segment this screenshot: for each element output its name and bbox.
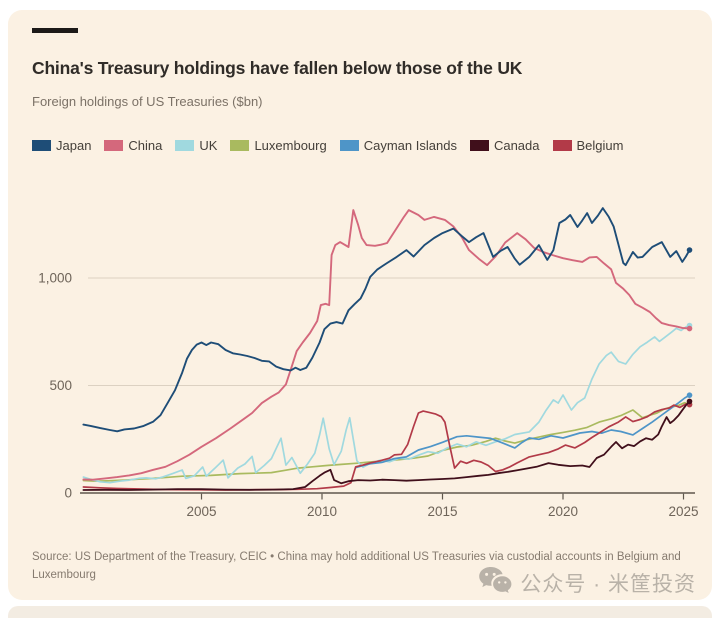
legend-label-japan: Japan [56,138,92,153]
chart-card: 1,000 500 0 2005 2010 2015 2020 2025 China's Tr… [8,10,712,600]
chart-subtitle: Foreign holdings of US Treasuries ($bn) [32,94,263,109]
y-tick-label: 500 [49,378,72,393]
y-tick-label: 0 [64,486,72,501]
watermark-text: 公众号 · 米筐投资 [520,572,696,596]
legend-item-canada: Canada [469,138,540,153]
legend-swatch-belgium [552,140,572,151]
wechat-icon [478,566,512,599]
legend-item-cayman-islands: Cayman Islands [339,138,457,153]
x-tick-label: 2025 [668,504,698,519]
title-accent-bar [32,28,78,33]
series-line-cayman-islands [354,394,691,469]
series-line-china [82,209,691,481]
legend-label-canada: Canada [493,138,540,153]
next-card-edge [8,606,712,618]
legend-item-china: China [104,138,162,153]
legend-label-cayman-islands: Cayman Islands [363,138,457,153]
legend-item-japan: Japan [32,138,91,153]
source-note: Source: US Department of the Treasury, C… [32,551,681,582]
x-tick-label: 2015 [427,504,457,519]
series-line-japan [82,207,691,433]
chart-legend: Japan China UK Luxembourg Cayman Islands Cana… [32,138,702,153]
legend-label-uk: UK [199,138,218,153]
series-line-canada [82,400,691,491]
series-end-dot-canada [686,398,693,405]
legend-swatch-canada [469,140,489,151]
legend-item-luxembourg: Luxembourg [230,138,327,153]
x-tick-label: 2005 [186,504,216,519]
legend-label-luxembourg: Luxembourg [254,138,327,153]
series-line-luxembourg [82,401,691,483]
legend-swatch-cayman-islands [339,140,359,151]
series-end-dot-cayman-islands [686,392,693,398]
series-end-dot-japan [686,247,693,253]
legend-label-china: China [128,138,163,153]
x-tick-label: 2020 [548,504,578,519]
y-tick-label: 1,000 [38,271,72,286]
watermark: 公众号 · 米筐投资 [478,566,696,599]
legend-item-uk: UK [175,138,217,153]
treasury-holdings-chart: 1,000 500 0 2005 2010 2015 2020 2025 [38,207,699,519]
x-tick-label: 2010 [307,504,337,519]
chart-title: China's Treasury holdings have fallen be… [32,57,523,78]
legend-label-belgium: Belgium [576,138,624,153]
legend-swatch-luxembourg [230,140,250,151]
series-end-dot-china [686,325,693,332]
legend-swatch-china [104,140,124,151]
series-line-belgium [82,403,691,491]
legend-swatch-japan [32,140,51,151]
legend-item-belgium: Belgium [552,138,624,153]
legend-swatch-uk [175,140,195,151]
